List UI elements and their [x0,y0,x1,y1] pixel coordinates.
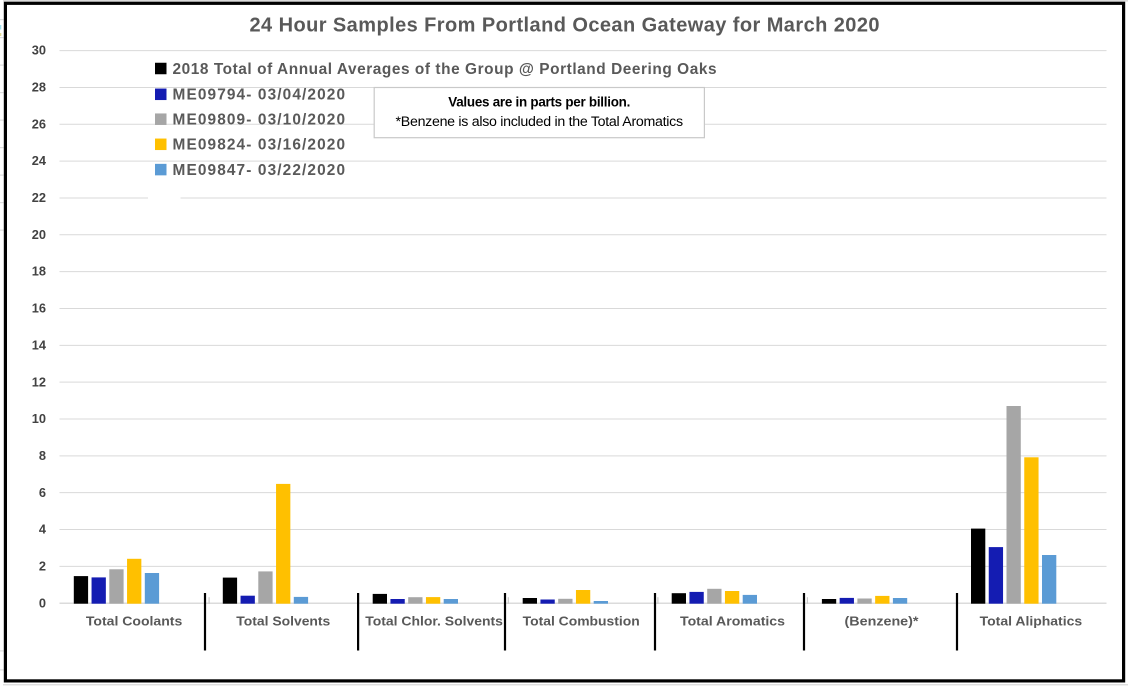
svg-text:28: 28 [32,80,46,95]
svg-text:6: 6 [39,485,46,500]
svg-text:0: 0 [39,595,46,610]
svg-text:(Benzene)*: (Benzene)* [845,614,920,629]
svg-text:Total Solvents: Total Solvents [236,614,330,629]
svg-text:2018 Total of Annual Averages: 2018 Total of Annual Averages of the Gro… [173,61,717,78]
svg-text:ME09809- 03/10/2020: ME09809- 03/10/2020 [173,112,346,129]
svg-text:24 Hour Samples From Portland: 24 Hour Samples From Portland Ocean Gate… [250,14,880,36]
svg-text:Total Coolants: Total Coolants [86,614,182,629]
svg-text:8: 8 [39,448,46,463]
svg-text:20: 20 [32,227,46,242]
svg-text:*Benzene is also included in t: *Benzene is also included in the Total A… [396,114,684,130]
svg-text:16: 16 [32,301,46,316]
svg-text:26: 26 [32,116,46,131]
svg-text:ME09824- 03/16/2020: ME09824- 03/16/2020 [173,137,346,154]
svg-text:Values are in parts per billio: Values are in parts per billion. [448,95,630,110]
svg-text:2: 2 [39,558,46,573]
svg-text:10: 10 [32,411,46,426]
svg-text:14: 14 [32,337,47,352]
svg-text:Total Aromatics: Total Aromatics [680,614,785,629]
svg-text:ME09847- 03/22/2020: ME09847- 03/22/2020 [173,162,346,179]
svg-text:18: 18 [32,264,46,279]
svg-text:ME09794- 03/04/2020: ME09794- 03/04/2020 [173,87,346,104]
svg-text:Total Aliphatics: Total Aliphatics [980,614,1083,629]
svg-text:Total Chlor. Solvents: Total Chlor. Solvents [365,614,503,629]
svg-text:4: 4 [39,522,47,537]
svg-text:24: 24 [32,153,47,168]
svg-text:22: 22 [32,190,46,205]
svg-text:Total Combustion: Total Combustion [523,614,640,629]
svg-text:30: 30 [32,43,46,58]
svg-text:12: 12 [32,374,46,389]
